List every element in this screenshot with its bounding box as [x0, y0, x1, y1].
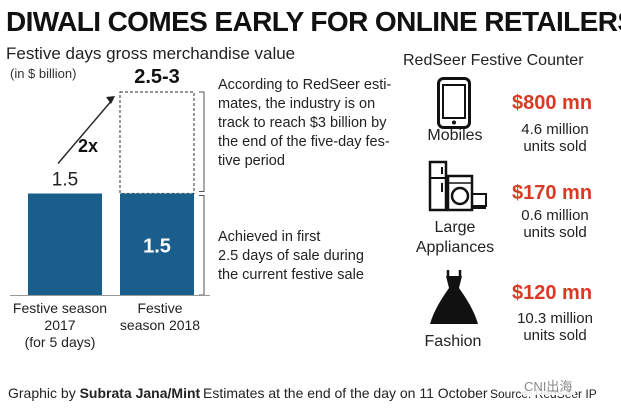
category-label-2018: Festive season 2018	[110, 300, 210, 334]
achieved-bracket	[199, 195, 205, 296]
counter-category-fashion: Fashion	[416, 332, 490, 352]
counter-category-line: Mobiles	[427, 127, 483, 144]
category-2017-line-3: (for 5 days)	[24, 334, 96, 350]
counter-category-mobiles: Mobiles	[418, 126, 492, 146]
bar-0	[28, 193, 102, 295]
category-2018-line-1: Festive	[137, 300, 183, 316]
credit-prefix: Graphic by	[8, 385, 80, 401]
counter-units-line: units sold	[523, 327, 587, 344]
footer-estimate-note: Estimates at the end of the day on 11 Oc…	[203, 385, 488, 401]
counter-category-line: Large	[434, 219, 476, 236]
growth-label: 2x	[78, 136, 98, 156]
counter-units-appliances: 0.6 million units sold	[500, 207, 610, 241]
growth-arrow-line	[57, 98, 114, 164]
category-2017-line-2: 2017	[44, 317, 76, 333]
counter-units-fashion: 10.3 million units sold	[500, 310, 610, 344]
chart-title: Festive days gross merchandise value	[6, 44, 296, 63]
credit-name: Subrata Jana/Mint	[79, 385, 201, 401]
counter-value-fashion: $120 mn	[512, 282, 593, 304]
counter-category-appliances: Large Appliances	[408, 218, 502, 258]
mobile-phone-icon	[437, 77, 471, 129]
projection-bar	[119, 91, 195, 195]
category-2017-line-1: Festive season	[12, 300, 108, 316]
watermark-logo: CNI出海	[521, 376, 576, 395]
footer-credit: Graphic by Subrata Jana/Mint	[8, 385, 200, 401]
category-label-2017: Festive season 2017 (for 5 days)	[10, 300, 110, 351]
achieved-note: Achieved in first 2.5 days of sale durin…	[218, 228, 403, 285]
counter-category-line: Fashion	[424, 333, 482, 350]
projection-note: According to RedSeer esti- mates, the in…	[218, 76, 403, 171]
bar-1	[120, 193, 194, 295]
projection-note-line: track to reach $3 billion by	[218, 115, 387, 131]
growth-arrow-head	[106, 96, 115, 104]
chart-unit-label: (in $ billion)	[10, 66, 77, 81]
counter-units-line: units sold	[523, 138, 587, 155]
counter-value-mobiles: $800 mn	[512, 92, 593, 114]
counter-units-line: 10.3 million	[517, 310, 593, 327]
projection-bracket	[199, 91, 205, 192]
projection-label: 2.5-3	[134, 66, 180, 88]
counter-units-line: 0.6 million	[521, 207, 589, 224]
counter-title: RedSeer Festive Counter	[403, 52, 584, 69]
counter-units-mobiles: 4.6 million units sold	[500, 121, 610, 155]
page-title: DIWALI COMES EARLY FOR ONLINE RETAILERS	[6, 6, 621, 37]
projection-note-line: mates, the industry is on	[218, 96, 376, 112]
projection-note-line: tive period	[218, 153, 285, 169]
achieved-note-line: Achieved in first	[218, 229, 321, 245]
counter-category-line: Appliances	[415, 239, 495, 256]
achieved-note-line: the current festive sale	[218, 267, 364, 283]
projection-note-line: the end of the five-day fes-	[218, 134, 390, 150]
category-2018-line-2: season 2018	[119, 317, 201, 333]
appliances-icon	[428, 160, 487, 212]
counter-units-line: units sold	[523, 224, 587, 241]
data-label-2018: 1.5	[143, 235, 171, 257]
projection-note-line: According to RedSeer esti-	[218, 77, 392, 93]
dress-icon	[430, 270, 478, 324]
gmv-bar-chart: 2.5-31.51.52x	[10, 66, 210, 296]
counter-value-appliances: $170 mn	[512, 182, 593, 204]
counter-units-line: 4.6 million	[521, 121, 589, 138]
achieved-note-line: 2.5 days of sale during	[218, 248, 364, 264]
data-label-2017: 1.5	[52, 170, 78, 191]
